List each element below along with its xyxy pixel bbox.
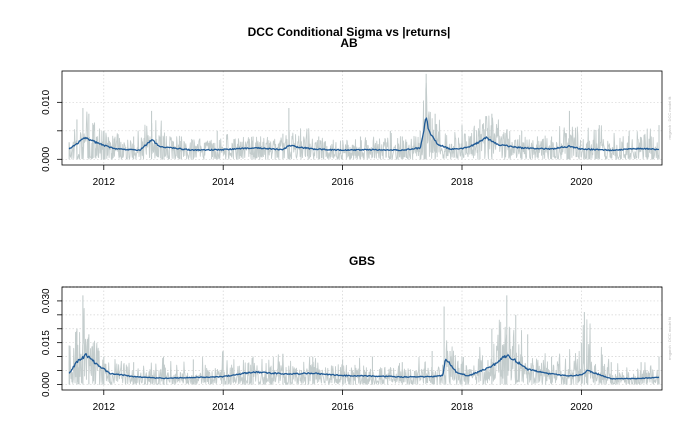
- x-tick-label: 2020: [570, 402, 593, 413]
- credit-label: rmgarch : DCC model fit: [667, 316, 672, 360]
- y-tick-label: 0.010: [41, 89, 52, 114]
- panel-title: GBS: [349, 254, 375, 268]
- y-tick-label: 0.000: [41, 146, 52, 171]
- x-tick-label: 2016: [331, 402, 354, 413]
- sigma-line: [68, 117, 660, 152]
- sigma-series: [68, 117, 660, 152]
- sigma-series: [68, 352, 660, 380]
- panel-gbs: GBS 2012 2014 2016 2018 2020 0.000 0.015 0.030 rm…: [41, 254, 672, 413]
- x-tick-label: 2018: [451, 402, 474, 413]
- main-title: DCC Conditional Sigma vs |returns|: [248, 25, 451, 39]
- x-tick-label: 2016: [331, 177, 354, 188]
- panel-title: AB: [340, 36, 358, 50]
- x-axis: 2012 2014 2016 2018 2020: [93, 390, 593, 413]
- y-tick-label: 0.000: [41, 371, 52, 396]
- abs-returns-line: [68, 82, 660, 160]
- y-tick-label: 0.015: [41, 330, 52, 355]
- plot-frame: [61, 70, 663, 166]
- x-axis: 2012 2014 2016 2018 2020: [93, 165, 593, 188]
- x-tick-label: 2014: [212, 402, 235, 413]
- sigma-line: [68, 352, 660, 380]
- x-tick-label: 2012: [93, 402, 116, 413]
- plot-frame: [61, 286, 663, 391]
- y-axis: 0.000 0.015 0.030: [41, 288, 62, 397]
- x-tick-label: 2018: [451, 177, 474, 188]
- x-tick-label: 2012: [93, 177, 116, 188]
- y-tick-label: 0.030: [41, 288, 52, 313]
- credit-label: rmgarch : DCC model fit: [667, 96, 672, 140]
- x-tick-label: 2014: [212, 177, 235, 188]
- y-axis: 0.000 0.010: [41, 89, 62, 172]
- abs-returns-series: [68, 295, 660, 385]
- x-tick-label: 2020: [570, 177, 593, 188]
- panel-ab: AB 2012 2014 2016 2018 2020 0.000 0.010 rmgarch …: [41, 36, 672, 188]
- abs-returns-series: [68, 73, 660, 160]
- abs-returns-line: [68, 308, 660, 385]
